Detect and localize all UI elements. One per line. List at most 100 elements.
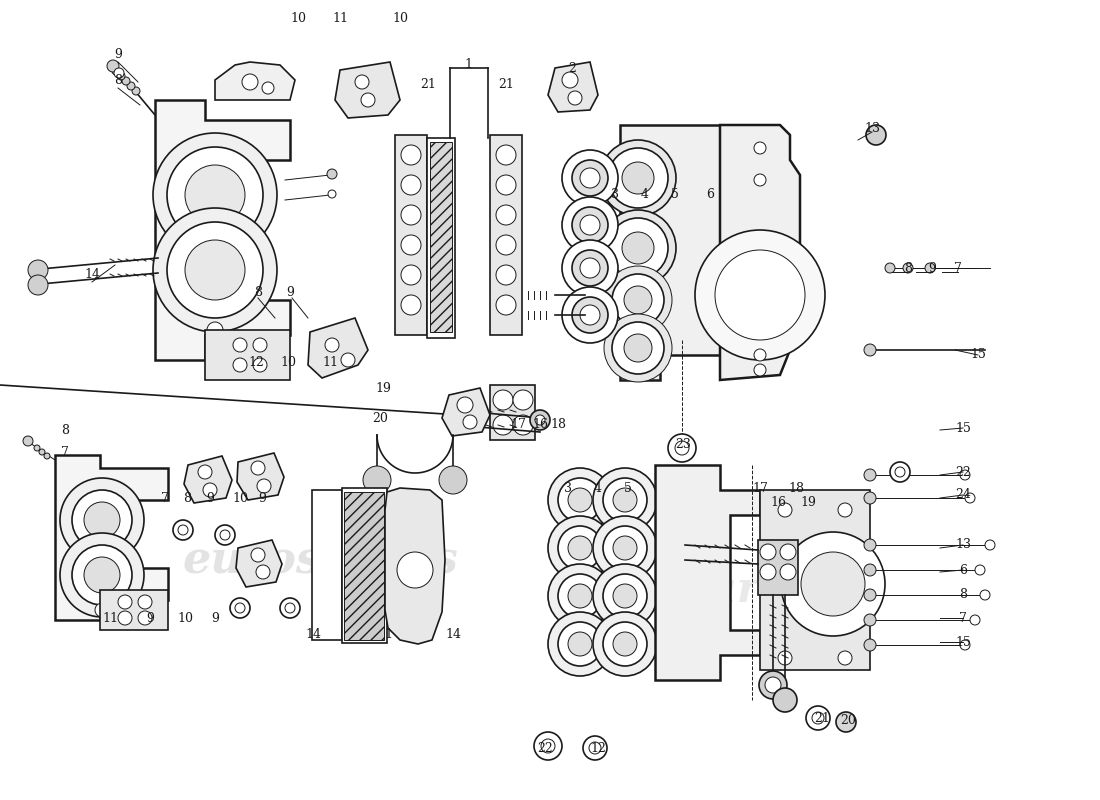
Bar	[205, 330, 290, 380]
Circle shape	[781, 532, 886, 636]
Text: 11: 11	[322, 355, 338, 369]
Circle shape	[138, 595, 152, 609]
Circle shape	[95, 603, 109, 617]
Circle shape	[568, 584, 592, 608]
Circle shape	[327, 169, 337, 179]
Circle shape	[251, 461, 265, 475]
Circle shape	[970, 615, 980, 625]
Circle shape	[760, 544, 775, 560]
Circle shape	[603, 478, 647, 522]
Circle shape	[117, 72, 125, 80]
Circle shape	[604, 266, 672, 334]
Circle shape	[235, 603, 245, 613]
Text: 2: 2	[568, 62, 576, 74]
Circle shape	[548, 564, 612, 628]
Text: 20: 20	[840, 714, 856, 726]
Bar	[395, 135, 427, 335]
Circle shape	[207, 322, 223, 338]
Circle shape	[965, 493, 975, 503]
Polygon shape	[620, 125, 721, 380]
Circle shape	[558, 526, 602, 570]
Circle shape	[548, 516, 612, 580]
Circle shape	[984, 540, 996, 550]
Text: 10: 10	[232, 491, 248, 505]
Circle shape	[715, 250, 805, 340]
Polygon shape	[336, 62, 400, 118]
Circle shape	[806, 706, 830, 730]
Circle shape	[864, 492, 876, 504]
Polygon shape	[236, 453, 284, 500]
Circle shape	[580, 168, 600, 188]
Circle shape	[328, 190, 336, 198]
Text: 17: 17	[752, 482, 768, 494]
Circle shape	[593, 612, 657, 676]
Circle shape	[572, 207, 608, 243]
Circle shape	[493, 415, 513, 435]
Circle shape	[801, 552, 865, 616]
Circle shape	[558, 574, 602, 618]
Circle shape	[118, 595, 132, 609]
Circle shape	[28, 260, 48, 280]
Text: 21: 21	[498, 78, 514, 91]
Circle shape	[167, 147, 263, 243]
Text: 10: 10	[280, 355, 296, 369]
Circle shape	[608, 148, 668, 208]
Circle shape	[198, 465, 212, 479]
Circle shape	[285, 603, 295, 613]
Circle shape	[866, 125, 886, 145]
Text: eurospares: eurospares	[183, 538, 458, 582]
Circle shape	[84, 557, 120, 593]
Circle shape	[256, 565, 270, 579]
Circle shape	[754, 349, 766, 361]
Text: 20: 20	[372, 411, 388, 425]
Circle shape	[397, 552, 433, 588]
Text: 14: 14	[84, 269, 100, 282]
Circle shape	[496, 235, 516, 255]
Text: 15: 15	[955, 422, 971, 434]
Text: 13: 13	[864, 122, 880, 134]
Text: 17: 17	[510, 418, 526, 431]
Circle shape	[138, 611, 152, 625]
Circle shape	[603, 574, 647, 618]
Circle shape	[402, 175, 421, 195]
Circle shape	[439, 466, 468, 494]
Circle shape	[754, 364, 766, 376]
Polygon shape	[214, 62, 295, 100]
Circle shape	[242, 74, 258, 90]
Circle shape	[178, 525, 188, 535]
Circle shape	[836, 712, 856, 732]
Circle shape	[185, 240, 245, 300]
Circle shape	[107, 60, 119, 72]
Circle shape	[496, 145, 516, 165]
Circle shape	[253, 358, 267, 372]
Circle shape	[185, 165, 245, 225]
Circle shape	[903, 263, 913, 273]
Bar	[758, 540, 798, 595]
Bar	[490, 135, 522, 335]
Polygon shape	[155, 100, 290, 360]
Circle shape	[812, 712, 824, 724]
Text: 10: 10	[392, 11, 408, 25]
Circle shape	[34, 445, 40, 451]
Circle shape	[60, 478, 144, 562]
Polygon shape	[55, 455, 168, 620]
Circle shape	[580, 305, 600, 325]
Text: 1: 1	[384, 629, 392, 642]
Circle shape	[23, 436, 33, 446]
Polygon shape	[236, 540, 282, 587]
Circle shape	[668, 434, 696, 462]
Text: 7: 7	[161, 491, 169, 505]
Circle shape	[118, 611, 132, 625]
Text: 8: 8	[183, 491, 191, 505]
Circle shape	[864, 589, 876, 601]
Circle shape	[402, 265, 421, 285]
Circle shape	[233, 338, 248, 352]
Circle shape	[780, 544, 796, 560]
Text: 8: 8	[959, 589, 967, 602]
Circle shape	[568, 536, 592, 560]
Circle shape	[562, 72, 578, 88]
Circle shape	[593, 516, 657, 580]
Circle shape	[760, 564, 775, 580]
Circle shape	[613, 536, 637, 560]
Circle shape	[220, 530, 230, 540]
